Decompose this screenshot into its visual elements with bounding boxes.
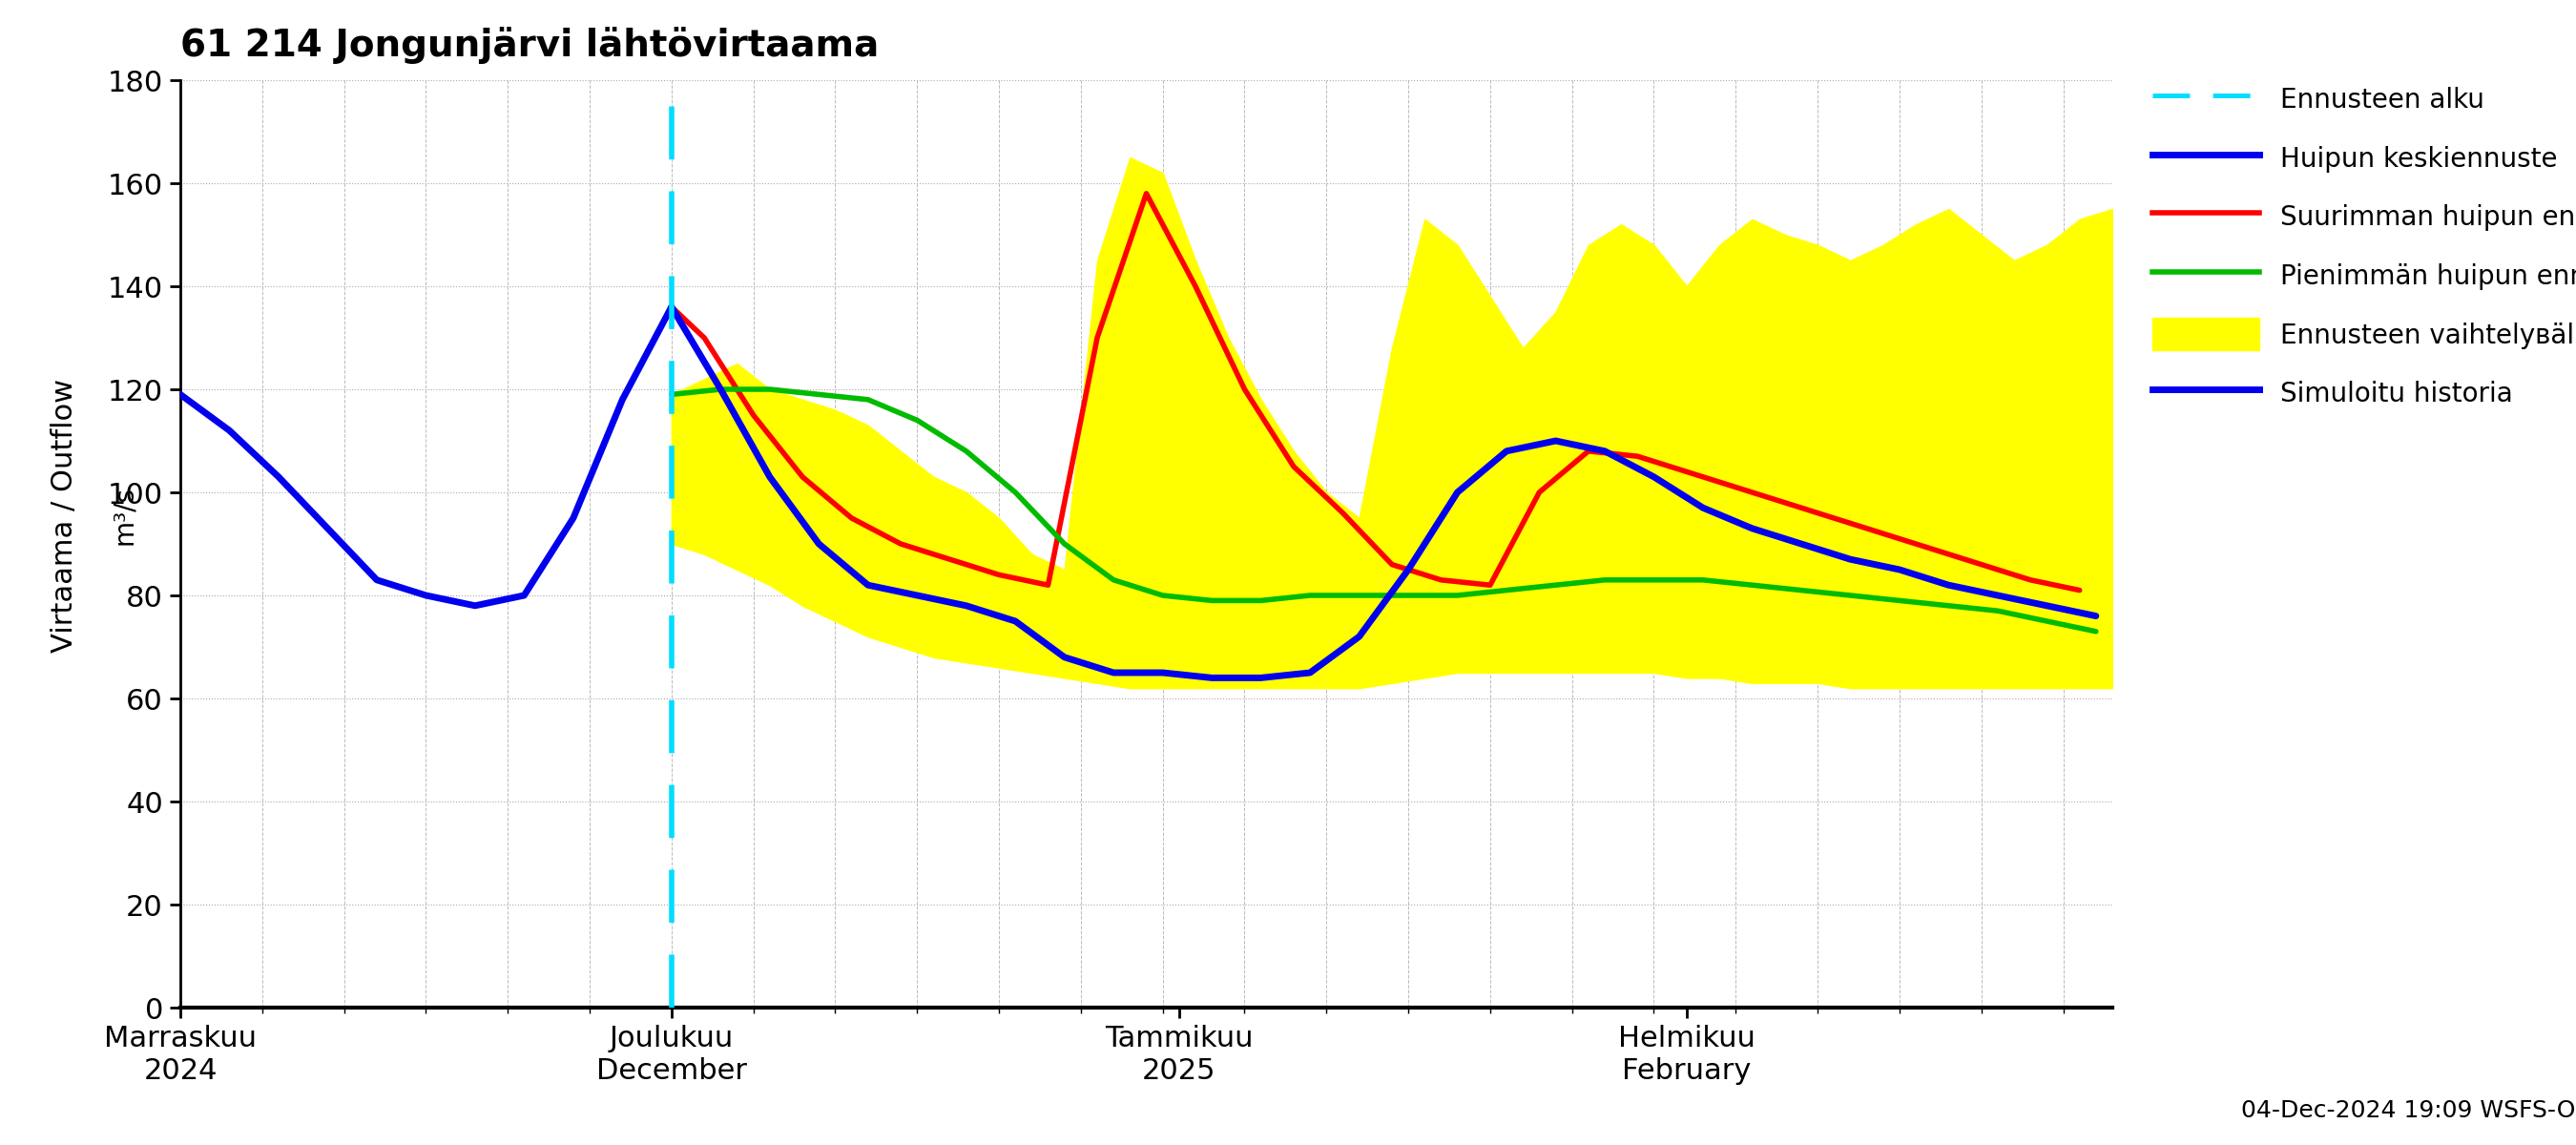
Text: 04-Dec-2024 19:09 WSFS-O: 04-Dec-2024 19:09 WSFS-O bbox=[2241, 1099, 2576, 1122]
Text: m³/s: m³/s bbox=[111, 485, 137, 545]
Legend: Ennusteen alku, Huipun keskiennuste, Suurimman huipun ennuste, Pienimmän huipun : Ennusteen alku, Huipun keskiennuste, Suu… bbox=[2146, 74, 2576, 417]
Text: 61 214 Jongunjärvi lähtövirtaama: 61 214 Jongunjärvi lähtövirtaama bbox=[180, 26, 878, 64]
Text: Virtaama / Outflow: Virtaama / Outflow bbox=[52, 378, 77, 653]
